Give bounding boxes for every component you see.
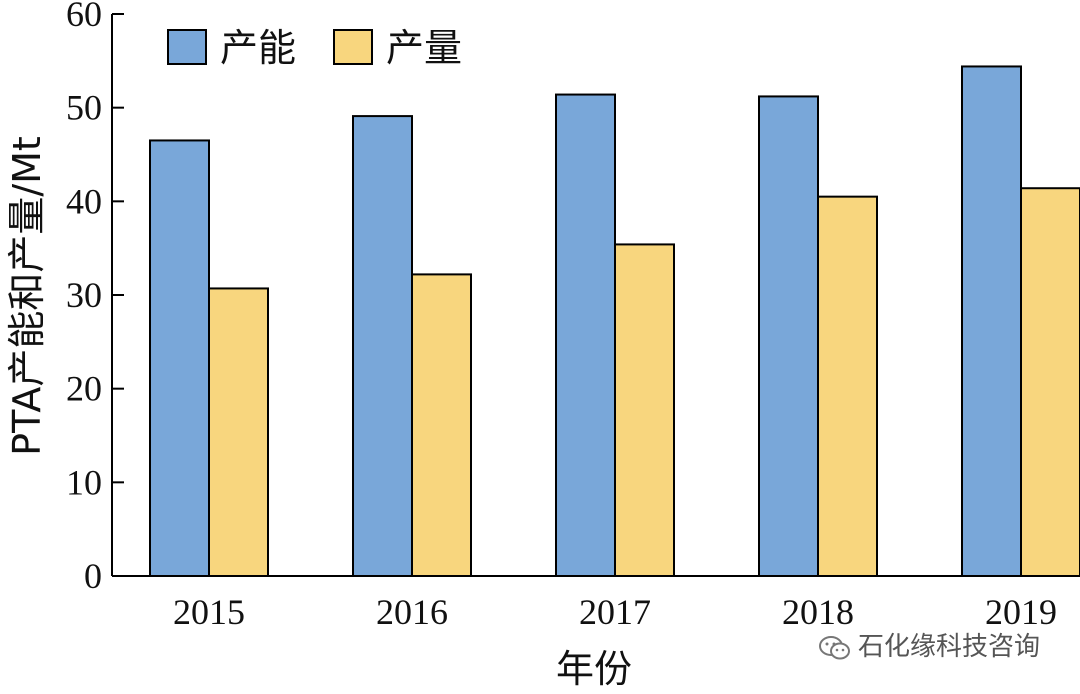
x-axis-title: 年份 <box>556 647 632 691</box>
bar-capacity-2018 <box>758 95 819 577</box>
legend-label-capacity: 产能 <box>220 26 296 70</box>
bar-output-2016 <box>411 273 472 577</box>
watermark-text: 石化缘科技咨询 <box>858 632 1041 662</box>
bar-output-2018 <box>817 195 878 577</box>
bar-output-2017 <box>614 243 675 577</box>
bar-output-2015 <box>208 287 269 577</box>
x-tick-label-2018: 2018 <box>782 592 854 632</box>
x-tick-label-2016: 2016 <box>376 592 448 632</box>
bar-capacity-2015 <box>149 139 210 577</box>
x-tick-label-2017: 2017 <box>579 592 651 632</box>
legend-label-output: 产量 <box>386 26 462 70</box>
x-tick-label-2015: 2015 <box>173 592 245 632</box>
x-ticks-layer: 2015 2016 2017 2018 2019 <box>173 592 1057 632</box>
bar-output-2019 <box>1020 187 1080 577</box>
y-tick-label: 50 <box>66 88 102 128</box>
bar-capacity-2019 <box>961 65 1022 577</box>
watermark: 石化缘科技咨询 <box>818 626 1040 663</box>
legend-swatch-output <box>333 29 373 65</box>
y-ticks-layer: 0 10 20 30 40 50 60 <box>66 0 124 596</box>
wechat-icon <box>819 635 850 659</box>
legend-swatch-capacity <box>167 29 207 65</box>
bar-capacity-2017 <box>555 93 616 577</box>
bar-capacity-2016 <box>352 115 413 577</box>
x-tick-label-2019: 2019 <box>985 592 1057 632</box>
bars-layer <box>149 65 1080 577</box>
legend: 产能 产量 <box>167 26 462 70</box>
y-tick-label: 40 <box>66 181 102 221</box>
y-tick-label: 20 <box>66 369 102 409</box>
y-tick-label: 10 <box>66 462 102 502</box>
y-axis-title: PTA产能和产量/Mt <box>5 136 49 456</box>
y-tick-label: 30 <box>66 275 102 315</box>
y-tick-label: 60 <box>66 0 102 34</box>
y-tick-label: 0 <box>84 556 102 596</box>
